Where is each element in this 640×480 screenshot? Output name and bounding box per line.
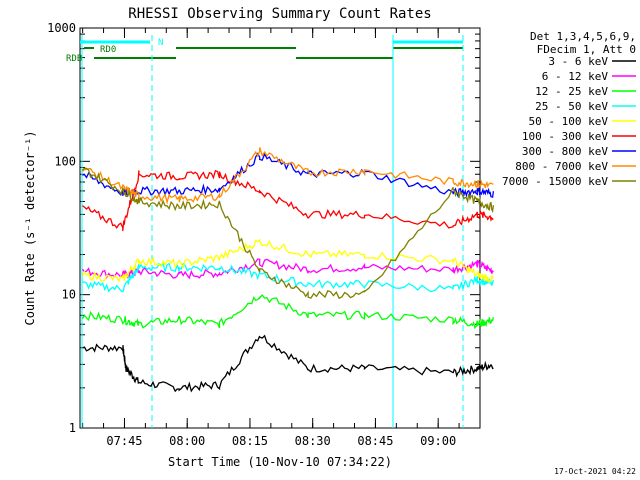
x-tick-label: 08:45 — [357, 434, 393, 448]
legend-entry-label: 25 - 50 keV — [535, 100, 608, 113]
series-line-5 — [82, 169, 494, 232]
series-line-2 — [81, 293, 495, 330]
series-line-7 — [82, 147, 494, 205]
legend-entry-label: 3 - 6 keV — [548, 55, 608, 68]
y-tick-label: 10 — [62, 288, 76, 302]
series-line-8 — [82, 167, 495, 300]
saa-label: N — [158, 38, 163, 48]
legend-header-line: Det 1,3,4,5,6,9, — [530, 30, 636, 43]
chart-title: RHESSI Observing Summary Count Rates — [128, 6, 431, 22]
y-axis: 1 10 100 1000 — [47, 21, 480, 435]
x-tick-label: 09:00 — [420, 434, 456, 448]
x-axis: 07:45 08:00 08:15 08:30 08:45 09:00 — [82, 28, 481, 448]
legend-header-line: FDecim 1, Att 0 — [537, 43, 636, 56]
legend-entry-label: 50 - 100 keV — [529, 115, 609, 128]
y-tick-label: 1 — [69, 421, 76, 435]
legend: Det 1,3,4,5,6,9,FDecim 1, Att 03 - 6 keV… — [502, 30, 636, 188]
footer-timestamp: 17-Oct-2021 04:22 — [554, 467, 636, 476]
x-axis-label: Start Time (10-Nov-10 07:34:22) — [168, 455, 392, 469]
y-axis-label: Count Rate (s⁻¹ detector⁻¹) — [23, 130, 37, 325]
legend-entry-label: 7000 - 15000 keV — [502, 175, 608, 188]
y-tick-label: 1000 — [47, 21, 76, 35]
legend-entry-label: 300 - 800 keV — [522, 145, 608, 158]
series-line-0 — [82, 334, 494, 393]
annotation-layer: N RD0 RDB — [66, 35, 464, 428]
plot-area-frame — [79, 27, 481, 429]
legend-entry-label: 12 - 25 keV — [535, 85, 608, 98]
x-tick-label: 07:45 — [106, 434, 142, 448]
series-line-4 — [81, 238, 494, 283]
rd-bar-label-2: RDB — [66, 54, 82, 64]
rd-bar-label-1: RD0 — [100, 45, 116, 55]
series-layer — [81, 147, 495, 393]
series-line-3 — [82, 262, 495, 293]
x-tick-label: 08:00 — [169, 434, 205, 448]
legend-entry-label: 100 - 300 keV — [522, 130, 608, 143]
series-line-6 — [82, 152, 495, 199]
legend-entry-label: 800 - 7000 keV — [515, 160, 608, 173]
legend-entry-label: 6 - 12 keV — [542, 70, 609, 83]
y-tick-label: 100 — [54, 154, 76, 168]
x-tick-label: 08:15 — [232, 434, 268, 448]
x-tick-label: 08:30 — [295, 434, 331, 448]
